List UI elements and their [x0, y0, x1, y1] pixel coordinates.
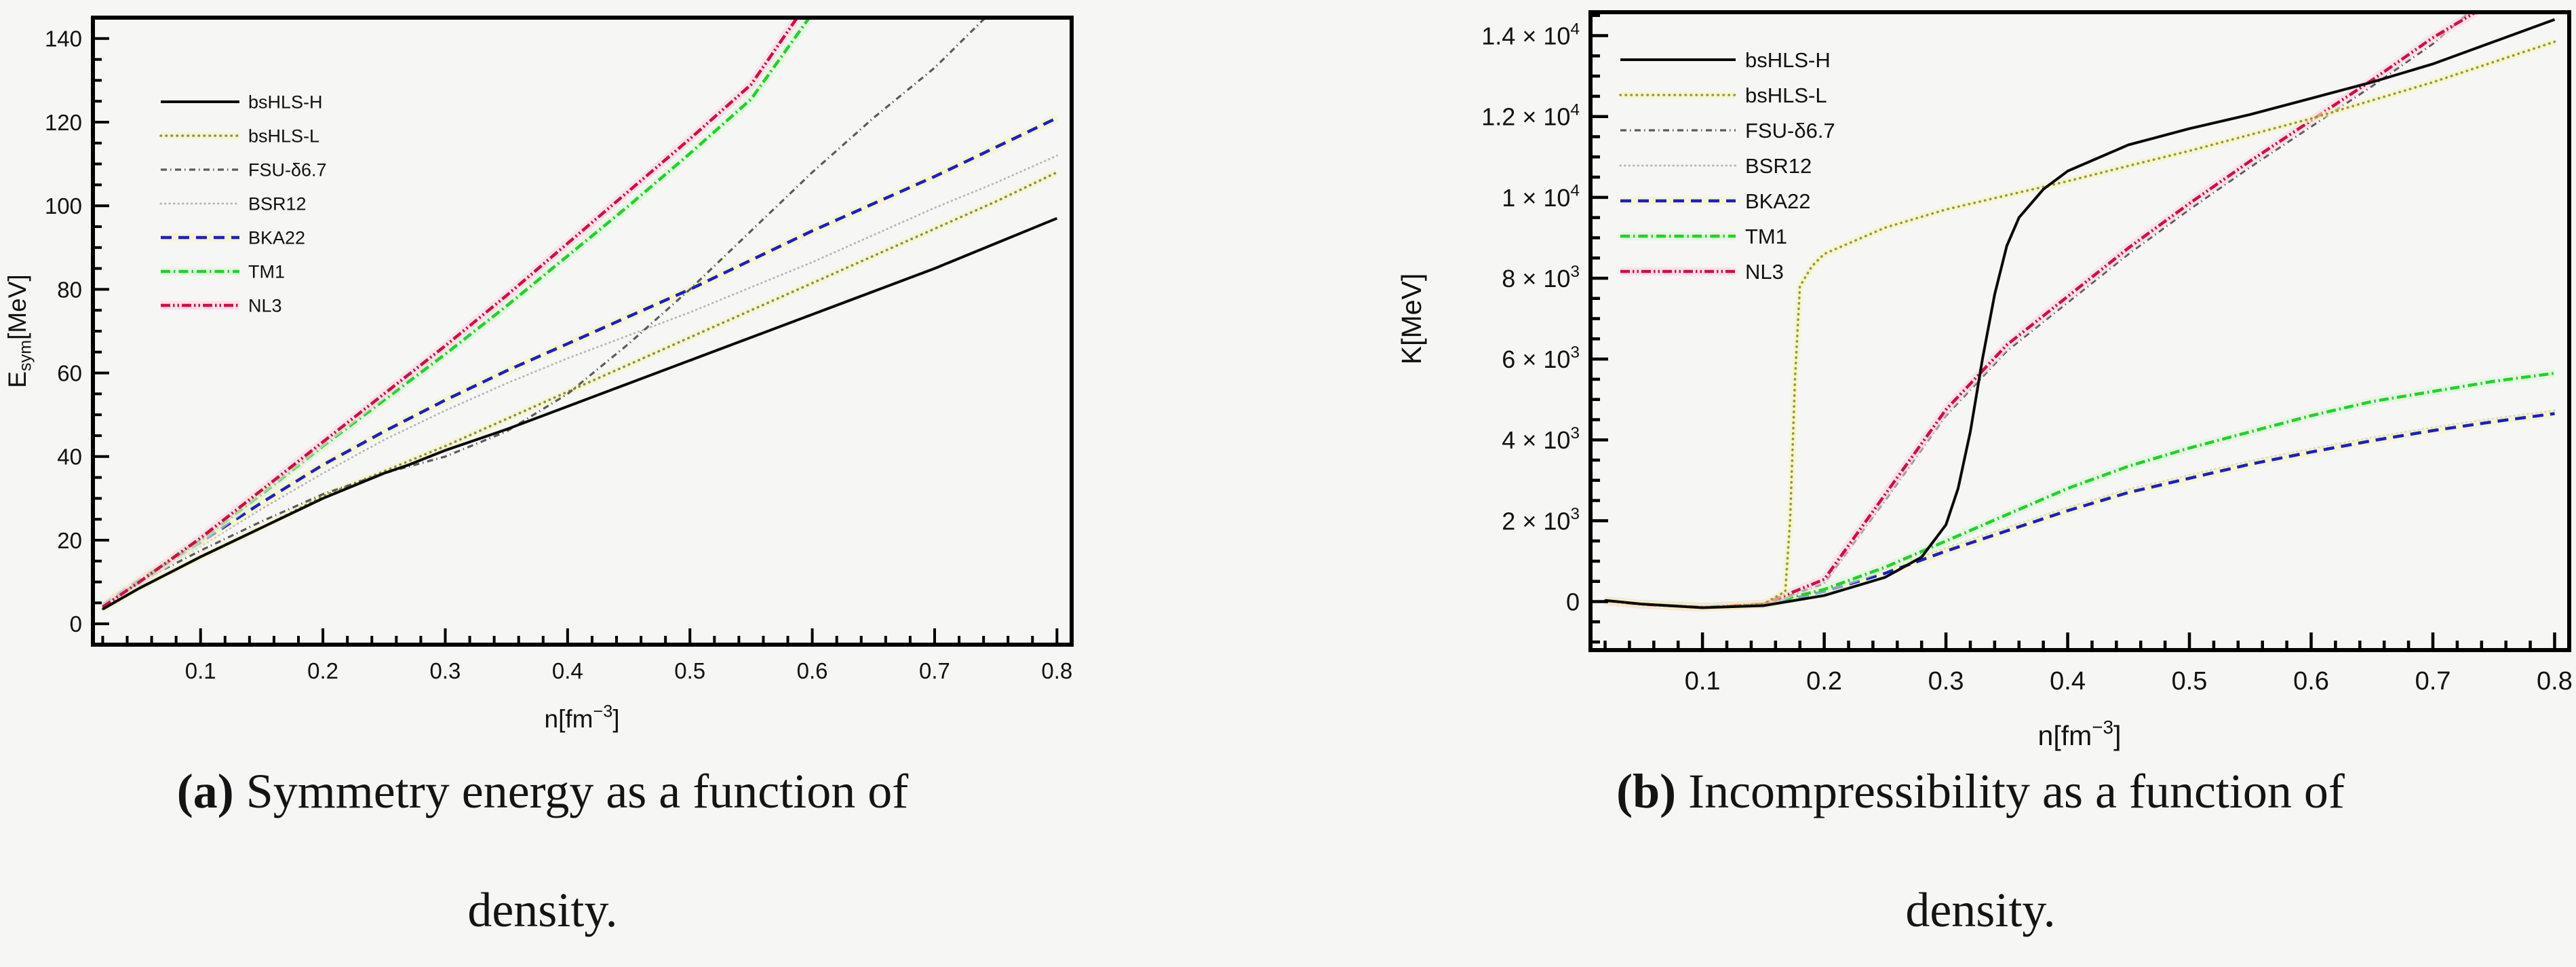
legend-item-nl3: NL3	[1620, 260, 1784, 284]
axis-box	[91, 16, 1074, 647]
y-axis-label: K[MeV]	[1396, 273, 1427, 364]
x-axis-label: n[fm−3]	[545, 702, 620, 733]
legend: bsHLS-H bsHLS-L FSU-δ6.7 BSR12 BKA22 TM1 NL3	[159, 92, 327, 316]
legend-label-nl3: NL3	[1745, 260, 1784, 284]
series-tm1-halo	[1604, 368, 2556, 611]
legend-item-fsu_d67: FSU-δ6.7	[1620, 119, 1835, 143]
caption-b-line1: (b) Incompressibility as a function of	[1438, 763, 2523, 820]
series-nl3-halo	[100, 18, 802, 611]
legend-label-bshls_l: bsHLS-L	[248, 126, 319, 147]
legend: bsHLS-H bsHLS-L FSU-δ6.7 BSR12 BKA22 TM1 NL3	[1619, 48, 1835, 284]
legend-item-tm1: TM1	[1620, 225, 1787, 248]
caption-b: (b) Incompressibility as a function of d…	[1438, 763, 2523, 938]
y-tick-label: 8 × 103	[1502, 263, 1580, 292]
x-tick-label: 0.4	[552, 658, 583, 683]
series-tm1-line	[102, 18, 811, 609]
legend-item-nl3: NL3	[161, 296, 282, 316]
legend-item-bka22: BKA22	[1620, 189, 1811, 213]
x-tick-label: 0.3	[1928, 667, 1964, 696]
legend-item-bshls_l: bsHLS-L	[159, 126, 319, 147]
y-tick-label: 20	[57, 528, 82, 553]
figure-panel-b: 0.1 0.2 0.3 0.4 0.5 0.6 0.7 0.8 0 2 × 103 4 × 103 6…	[1288, 0, 2576, 767]
y-tick-label: 6 × 103	[1502, 343, 1580, 373]
legend-label-fsu_d67: FSU-δ6.7	[1745, 119, 1835, 143]
legend-item-bshls_h: bsHLS-H	[161, 92, 323, 113]
legend-item-bka22: BKA22	[161, 228, 305, 248]
x-tick-label: 0.8	[2537, 667, 2573, 696]
caption-a-line1: (a) Symmetry energy as a function of	[0, 763, 1085, 820]
x-tick-label: 0.6	[797, 658, 828, 683]
y-tick-label: 4 × 103	[1502, 424, 1580, 454]
x-tick-label: 0.1	[1685, 667, 1721, 696]
y-tick-label: 2 × 103	[1502, 505, 1580, 535]
caption-a: (a) Symmetry energy as a function of den…	[0, 763, 1085, 938]
y-tick-label: 40	[57, 444, 82, 470]
x-tick-label: 0.8	[1041, 658, 1072, 683]
legend-item-bshls_l: bsHLS-L	[1619, 83, 1827, 107]
legend-label-bshls_h: bsHLS-H	[248, 92, 323, 113]
plot-series	[1603, 12, 2556, 612]
x-tick-label: 0.6	[2293, 667, 2329, 696]
legend-label-bsr12: BSR12	[1745, 154, 1812, 178]
plot-series	[100, 18, 1059, 612]
y-tick-label: 0	[1566, 588, 1580, 615]
legend-label-nl3: NL3	[248, 296, 282, 316]
caption-b-line2: density.	[1905, 883, 2056, 937]
y-tick-label: 100	[45, 193, 82, 219]
x-tick-label: 0.5	[2172, 667, 2208, 696]
legend-label-bsr12: BSR12	[248, 194, 307, 214]
legend-item-bsr12: BSR12	[159, 194, 307, 214]
caption-b-label: (b)	[1616, 764, 1677, 818]
legend-item-tm1: TM1	[161, 262, 285, 282]
x-tick-label: 0.2	[307, 658, 338, 683]
y-tick-label: 60	[57, 360, 82, 385]
series-bshls_l-line	[1603, 40, 2556, 609]
y-tick-label: 0	[70, 611, 82, 637]
legend-label-bshls_h: bsHLS-H	[1745, 48, 1831, 72]
caption-a-label: (a)	[176, 764, 234, 818]
axis-ticks	[1591, 14, 2556, 650]
series-fsu_d67-line	[102, 18, 988, 606]
caption-a-line2: density.	[467, 883, 618, 937]
axis-ticks	[93, 16, 1059, 646]
y-tick-label: 1.4 × 104	[1481, 20, 1580, 50]
series-fsu_d67-line	[1605, 12, 2470, 609]
x-tick-label: 0.7	[2415, 667, 2451, 696]
caption-a-text: Symmetry energy as a function of	[246, 764, 909, 818]
symmetry-energy-chart: 0.1 0.2 0.3 0.4 0.5 0.6 0.7 0.8 0 20 40 60 80 100 120 1…	[3, 16, 1074, 733]
y-axis-label: Esym[MeV]	[3, 274, 35, 387]
legend-label-bshls_l: bsHLS-L	[1745, 83, 1827, 107]
incompressibility-chart: 0.1 0.2 0.3 0.4 0.5 0.6 0.7 0.8 0 2 × 103 4 × 103 6…	[1396, 10, 2573, 751]
series-bshls_h-line	[102, 216, 1058, 611]
y-tick-label: 1 × 104	[1502, 182, 1580, 212]
x-axis-label: n[fm−3]	[2038, 717, 2122, 751]
x-tick-label: 0.5	[674, 658, 705, 683]
legend-label-tm1: TM1	[248, 262, 285, 282]
legend-label-tm1: TM1	[1745, 225, 1787, 248]
x-tick-label: 0.1	[185, 658, 216, 683]
series-bsr12-line	[101, 154, 1058, 609]
legend-item-fsu_d67: FSU-δ6.7	[161, 160, 327, 181]
y-tick-label: 80	[57, 277, 82, 302]
y-tick-label: 1.2 × 104	[1481, 101, 1580, 131]
series-bka22-line	[102, 116, 1058, 607]
legend-label-fsu_d67: FSU-δ6.7	[248, 160, 327, 181]
series-tm1-line	[1605, 371, 2555, 609]
legend-item-bsr12: BSR12	[1619, 154, 1812, 178]
series-bshls_h-line	[1605, 18, 2556, 609]
axis-box	[1588, 10, 2571, 652]
x-tick-label: 0.3	[430, 658, 461, 683]
x-tick-label: 0.7	[919, 658, 950, 683]
y-tick-label: 140	[45, 26, 82, 52]
y-tick-label: 120	[45, 110, 82, 135]
caption-b-text: Incompressibility as a function of	[1688, 764, 2345, 818]
legend-label-bka22: BKA22	[248, 228, 305, 248]
legend-item-bshls_h: bsHLS-H	[1620, 48, 1831, 72]
series-bka22-line	[1605, 412, 2555, 609]
figure-panel-a: 0.1 0.2 0.3 0.4 0.5 0.6 0.7 0.8 0 20 40 60 80 100 120 1…	[0, 0, 1288, 767]
legend-label-bka22: BKA22	[1745, 189, 1811, 213]
x-tick-label: 0.4	[2050, 667, 2086, 696]
series-bka22-halo	[1604, 409, 2556, 611]
x-tick-label: 0.2	[1806, 667, 1842, 696]
